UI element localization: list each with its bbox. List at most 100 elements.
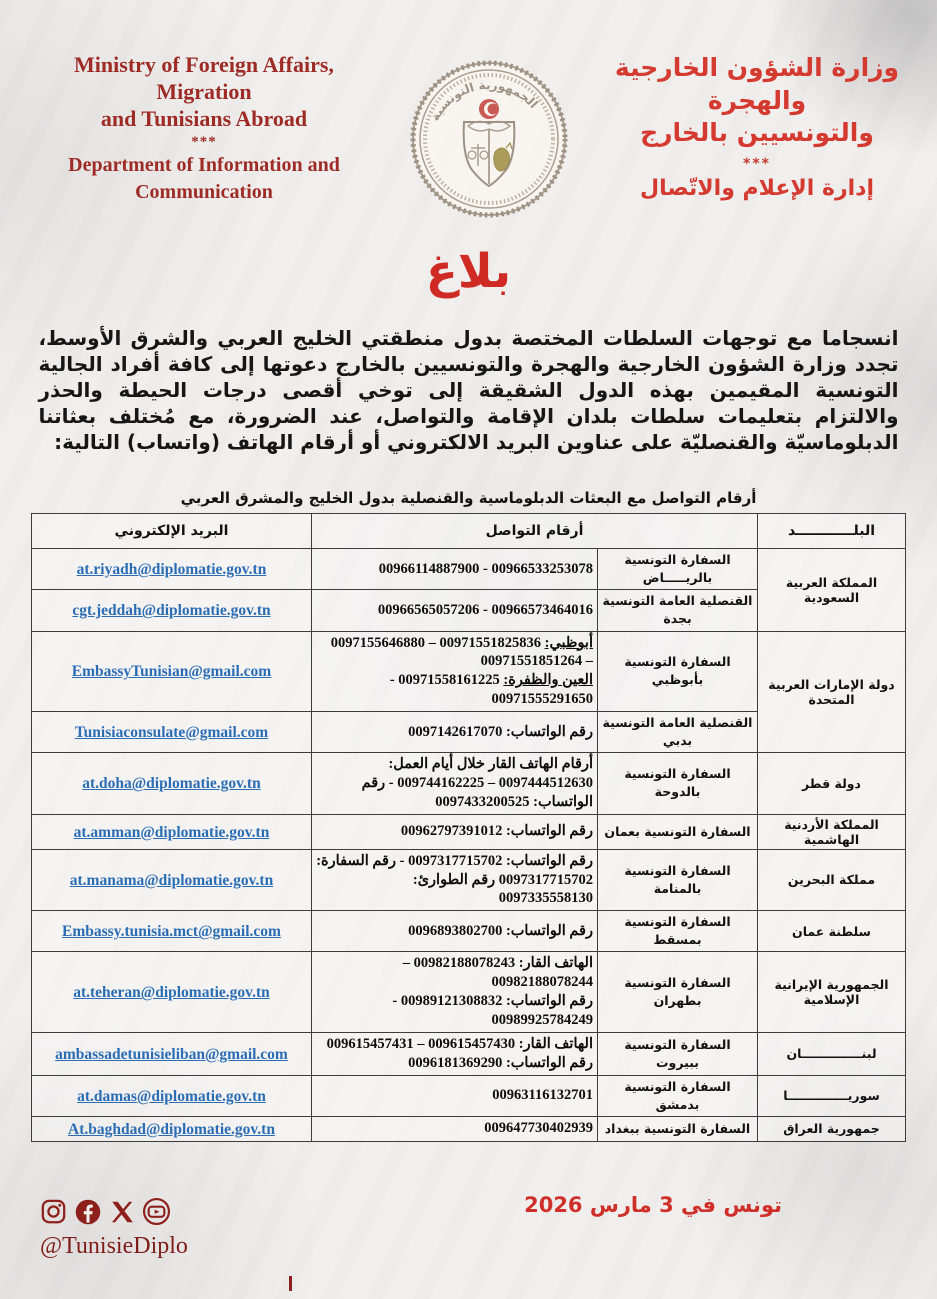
country-column-header: البلــــــــــــد (757, 513, 906, 549)
table-row: الجمهورية الإيرانية الإسلامية السفارة الت… (30, 951, 906, 1033)
mission-cell: السفارة التونسية بعمان (597, 813, 758, 850)
table-row: مملكة البحرين السفارة التونسية بالمنامة رق… (30, 848, 906, 912)
ministry-name-english: Ministry of Foreign Affairs, Migration a… (28, 52, 380, 205)
phone-numbers-cell: رقم الواتساب: 0097142617070 (310, 710, 599, 754)
email-link[interactable]: at.riyadh@diplomatie.gov.tn (76, 561, 267, 579)
tunisia-state-seal: الجمهورية التونسية (404, 60, 574, 218)
table-row: سلطنة عمان السفارة التونسية بمسقط رقم الوا… (30, 910, 906, 953)
letterhead: Ministry of Foreign Affairs, Migration a… (0, 0, 937, 218)
phone-numbers-cell: 00966533253078 - 00966114887900 (310, 547, 599, 591)
email-column-header: البريد الإلكتروني (30, 513, 312, 549)
ar-title-line: وزارة الشؤون الخارجية (614, 53, 900, 82)
email-link[interactable]: at.damas@diplomatie.gov.tn (77, 1087, 266, 1105)
ar-dept-line: إدارة الإعلام والاتّصال (639, 175, 874, 201)
email-cell: at.riyadh@diplomatie.gov.tn (30, 547, 312, 591)
email-cell: ambassadetunisieliban@gmail.com (30, 1031, 312, 1076)
bottom-crop-mark (289, 1276, 292, 1291)
table-row: دولة الإمارات العربية المتحدة السفارة الت… (30, 630, 906, 754)
email-cell: Tunisiaconsulate@gmail.com (30, 710, 312, 754)
table-caption: أرقام التواصل مع البعثات الدبلوماسية وال… (180, 489, 757, 507)
email-cell: at.manama@diplomatie.gov.tn (30, 848, 312, 912)
mission-cell: القنصلية العامة التونسية بجدة (597, 589, 758, 632)
email-link[interactable]: At.baghdad@diplomatie.gov.tn (68, 1120, 275, 1138)
country-cell: دولة الإمارات العربية المتحدة (757, 630, 906, 754)
facebook-icon[interactable] (74, 1198, 102, 1230)
table-row: جمهورية العراق السفارة التونسية ببغداد 009… (30, 1115, 906, 1142)
email-link[interactable]: EmbassyTunisian@gmail.com (71, 663, 272, 681)
phone-numbers-cell: 009647730402939 (310, 1115, 599, 1142)
email-cell: at.amman@diplomatie.gov.tn (30, 813, 312, 850)
x-icon[interactable] (109, 1199, 135, 1229)
communique-body-paragraph: انسجاما مع توجهات السلطات المختصة بدول م… (38, 326, 899, 454)
country-cell: سوريــــــــــــــا (757, 1074, 906, 1117)
email-cell: EmbassyTunisian@gmail.com (30, 630, 312, 712)
mission-cell: السفارة التونسية بأبوظبي (597, 630, 758, 712)
separator-stars: *** (191, 134, 217, 151)
phone-numbers-cell: رقم الواتساب: 0096893802700 (310, 910, 599, 953)
table-row: سوريــــــــــــــا السفارة التونسية بدمش… (30, 1074, 906, 1117)
ar-title-line: والهجرة (707, 85, 807, 115)
email-link[interactable]: Embassy.tunisia.mct@gmail.com (62, 923, 281, 941)
table-header-row: البلــــــــــــد أرقام التواصل البريد ا… (30, 513, 906, 549)
social-handle[interactable]: @TunisieDiplo (40, 1233, 188, 1259)
phone-numbers-cell: أرقام الهاتف القار خلال أيام العمل: 0097… (310, 752, 599, 815)
email-link[interactable]: cgt.jeddah@diplomatie.gov.tn (72, 602, 271, 620)
phone-numbers-cell: الهاتف القار: 009615457430 – 00961545743… (310, 1031, 599, 1076)
phone-numbers-cell: رقم الواتساب: 00962797391012 (310, 813, 599, 850)
social-block: @TunisieDiplo (40, 1197, 188, 1260)
en-title-line: Migration (156, 78, 252, 104)
en-dept-line: Department of Information and (68, 154, 340, 177)
phone-numbers-cell: 00966573464016 - 00966565057206 (310, 589, 599, 632)
mission-cell: السفارة التونسية بطهران (597, 951, 758, 1033)
footer: تونس في 3 مارس 2026 (0, 1171, 937, 1291)
email-link[interactable]: at.doha@diplomatie.gov.tn (82, 775, 261, 793)
contact-table-body: المملكة العربية السعودية السفارة التونسية… (30, 547, 906, 1142)
country-cell: لبنــــــــــــــان (757, 1031, 906, 1076)
email-cell: Embassy.tunisia.mct@gmail.com (30, 910, 312, 953)
mission-cell: السفارة التونسية بالدوحة (597, 752, 758, 815)
mission-cell: السفارة التونسية بالمنامة (597, 848, 758, 912)
instagram-icon[interactable] (40, 1198, 67, 1229)
country-cell: المملكة العربية السعودية (757, 548, 906, 632)
country-cell: الجمهورية الإيرانية الإسلامية (757, 951, 906, 1033)
table-row: القنصلية العامة التونسية بجدة 00966573464… (30, 589, 905, 632)
mission-cell: السفارة التونسية بالريـــــاض (597, 547, 758, 591)
table-row: دولة قطر السفارة التونسية بالدوحة أرقام ال… (30, 752, 906, 815)
phone-numbers-cell: الهاتف القار: 00982188078243 –0098218807… (310, 951, 599, 1033)
contacts-table: البلــــــــــــد أرقام التواصل البريد ا… (30, 513, 906, 1142)
email-cell: at.damas@diplomatie.gov.tn (30, 1074, 312, 1117)
country-cell: سلطنة عمان (757, 910, 906, 953)
email-link[interactable]: Tunisiaconsulate@gmail.com (74, 724, 269, 741)
communique-title: بلاغ (425, 244, 512, 299)
phone-numbers-cell: 00963116132701 (310, 1074, 599, 1117)
table-row: المملكة الأردنية الهاشمية السفارة التونسي… (30, 813, 906, 850)
en-title-line: and Tunisians Abroad (100, 105, 308, 131)
ministry-name-arabic: وزارة الشؤون الخارجية والهجرة والتونسيين… (597, 52, 917, 201)
date-line: تونس في 3 مارس 2026 (524, 1193, 782, 1217)
email-cell: at.doha@diplomatie.gov.tn (30, 752, 312, 815)
mission-cell: السفارة التونسية بمسقط (597, 910, 758, 953)
email-link[interactable]: ambassadetunisieliban@gmail.com (55, 1045, 288, 1063)
en-title-line: Ministry of Foreign Affairs, (74, 52, 334, 77)
email-link[interactable]: at.manama@diplomatie.gov.tn (69, 871, 274, 889)
email-cell: at.teheran@diplomatie.gov.tn (30, 951, 312, 1033)
table-row: المملكة العربية السعودية السفارة التونسية… (30, 547, 906, 632)
email-link[interactable]: at.amman@diplomatie.gov.tn (73, 823, 270, 841)
email-cell: At.baghdad@diplomatie.gov.tn (30, 1115, 312, 1142)
country-cell: دولة قطر (757, 752, 906, 815)
email-cell: cgt.jeddah@diplomatie.gov.tn (30, 589, 312, 632)
youtube-icon[interactable] (142, 1197, 171, 1230)
mission-cell: السفارة التونسية ببيروت (597, 1031, 758, 1076)
separator-stars: *** (743, 155, 771, 172)
en-dept-line: Communication (135, 181, 273, 204)
country-cell: المملكة الأردنية الهاشمية (757, 813, 906, 850)
email-link[interactable]: at.teheran@diplomatie.gov.tn (73, 984, 270, 1002)
ar-title-line: والتونسيين بالخارج (640, 118, 874, 147)
table-row: القنصلية العامة التونسية بدبي رقم الواتسا… (30, 710, 905, 754)
table-row: لبنــــــــــــــان السفارة التونسية ببير… (30, 1031, 906, 1076)
country-cell: مملكة البحرين (757, 848, 906, 912)
mission-cell: القنصلية العامة التونسية بدبي (597, 710, 758, 754)
phone-numbers-cell: أبوظبي: 00971551825836 – 0097155646880– … (310, 630, 599, 712)
mission-cell: السفارة التونسية بدمشق (597, 1074, 758, 1117)
